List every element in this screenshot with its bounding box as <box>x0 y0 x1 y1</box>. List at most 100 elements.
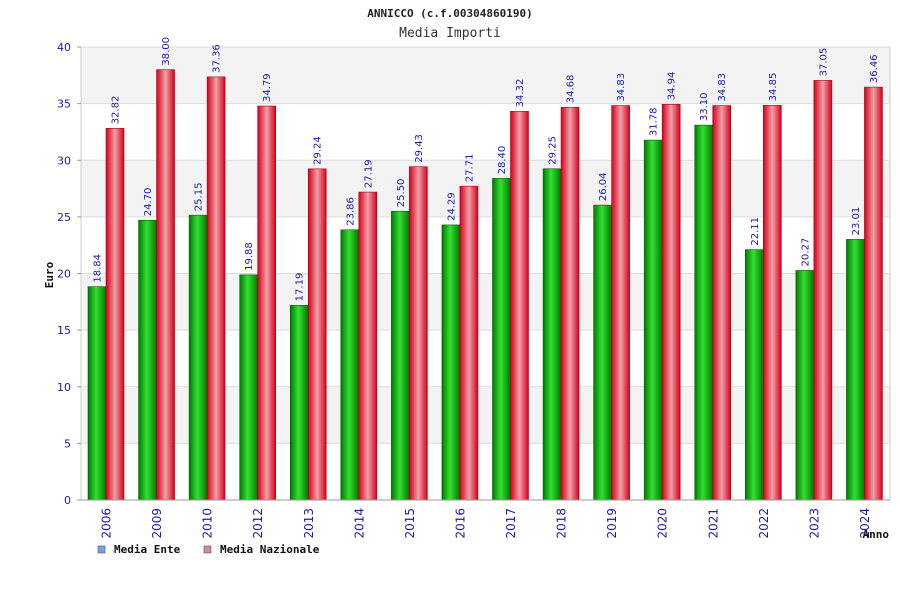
legend-label: Media Ente <box>114 543 181 556</box>
bar-value-label: 26.04 <box>598 172 609 201</box>
y-tick-label: 5 <box>64 437 71 450</box>
bar-media-ente <box>846 239 865 501</box>
bar-value-label: 37.05 <box>818 48 829 77</box>
x-tick-label: 2022 <box>757 508 771 539</box>
bar-media-ente <box>239 274 258 501</box>
x-tick-label: 2015 <box>403 508 417 539</box>
y-axis-ticks: 0 5 10 15 20 25 30 35 40 <box>57 41 81 507</box>
bar-media-ente <box>795 270 815 501</box>
bar-value-label: 34.32 <box>515 79 526 108</box>
legend: Media Ente Media Nazionale <box>97 543 320 556</box>
bar-media-nazionale <box>156 69 175 501</box>
bar-media-ente <box>87 286 107 501</box>
y-tick-label: 35 <box>57 98 71 111</box>
x-tick-label: 2016 <box>453 508 467 539</box>
legend-swatch <box>97 545 106 554</box>
bar-value-label: 29.25 <box>548 136 559 165</box>
bar-value-label: 34.79 <box>262 73 273 102</box>
x-axis-ticks: 2006 2009 2010 2012 2013 2014 2015 2016 2017 2018… <box>81 499 890 539</box>
bar-media-nazionale <box>611 105 630 501</box>
value-labels: 18.84 32.82 24.70 38.00 25.15 37.36 19.88 34.79… <box>93 37 880 301</box>
bar-media-ente <box>643 139 663 501</box>
bar-value-label: 38.00 <box>161 37 172 66</box>
x-tick-label: 2013 <box>302 508 316 539</box>
bar-value-label: 33.10 <box>699 93 710 122</box>
x-tick-label: 2023 <box>807 508 821 539</box>
bar-value-label: 34.68 <box>566 75 577 104</box>
bar-value-label: 22.11 <box>750 217 761 246</box>
bar-value-label: 29.43 <box>414 134 425 163</box>
bar-media-ente <box>340 229 360 501</box>
bar-value-label: 23.86 <box>345 197 356 226</box>
bar-value-label: 27.71 <box>464 154 475 183</box>
bar-value-label: 32.82 <box>111 96 122 125</box>
bar-value-label: 34.85 <box>768 73 779 102</box>
x-tick-label: 2006 <box>100 508 114 539</box>
bar-media-nazionale <box>307 168 327 501</box>
bar-media-nazionale <box>257 105 276 501</box>
bar-value-label: 31.78 <box>649 107 660 136</box>
bar-media-nazionale <box>813 80 833 501</box>
y-axis-label: Euro <box>43 261 56 288</box>
bar-media-ente <box>138 219 157 501</box>
x-tick-label: 2017 <box>504 508 518 539</box>
x-tick-label: 2009 <box>150 508 164 539</box>
y-tick-label: 40 <box>57 41 71 54</box>
bar-value-label: 37.36 <box>212 44 223 73</box>
bar-value-label: 34.94 <box>667 72 678 101</box>
bar-value-label: 24.70 <box>143 188 154 217</box>
bar-media-ente <box>391 210 410 501</box>
y-tick-label: 0 <box>64 494 71 507</box>
x-tick-label: 2018 <box>555 508 569 539</box>
bar-media-nazionale <box>560 106 580 501</box>
bar-value-label: 25.15 <box>194 183 205 212</box>
x-tick-label: 2020 <box>656 508 670 539</box>
x-axis-label: Anno <box>863 528 890 541</box>
bar-value-label: 23.01 <box>851 207 862 236</box>
bar-value-label: 17.19 <box>295 273 306 302</box>
bar-value-label: 18.84 <box>93 254 104 283</box>
bar-media-nazionale <box>763 105 782 501</box>
y-tick-label: 25 <box>57 211 71 224</box>
y-tick-label: 10 <box>57 381 71 394</box>
bar-media-ente <box>694 124 714 501</box>
x-tick-label: 2010 <box>201 508 215 539</box>
bar-media-nazionale <box>661 104 681 501</box>
x-tick-label: 2014 <box>352 508 366 539</box>
bar-value-label: 36.46 <box>869 54 880 83</box>
bar-value-label: 20.27 <box>800 238 811 267</box>
y-tick-label: 30 <box>57 154 71 167</box>
bar-value-label: 24.29 <box>446 192 457 221</box>
x-tick-label: 2019 <box>605 508 619 539</box>
chart-subtitle: Media Importi <box>399 26 501 41</box>
bar-media-ente <box>593 204 612 501</box>
bar-media-nazionale <box>358 191 378 501</box>
bar-media-nazionale <box>459 185 479 501</box>
y-tick-label: 20 <box>57 268 71 281</box>
bar-value-label: 19.88 <box>244 242 255 271</box>
bar-value-label: 34.83 <box>717 73 728 102</box>
bar-media-ente <box>745 249 764 501</box>
bars <box>87 69 883 501</box>
bar-value-label: 28.40 <box>497 146 508 175</box>
bar-media-nazionale <box>864 86 883 501</box>
legend-label: Media Nazionale <box>220 543 320 556</box>
chart-title: ANNICCO (c.f.00304860190) <box>367 7 533 20</box>
bar-value-label: 27.19 <box>363 159 374 188</box>
bar-value-label: 25.50 <box>396 179 407 208</box>
bar-value-label: 29.24 <box>313 136 324 165</box>
y-tick-label: 15 <box>57 324 71 337</box>
bar-media-nazionale <box>105 128 125 501</box>
bar-media-nazionale <box>409 166 428 501</box>
bar-media-ente <box>542 168 562 501</box>
x-tick-label: 2021 <box>706 508 720 539</box>
bar-media-nazionale <box>712 105 732 501</box>
bar-media-ente <box>441 224 461 501</box>
x-tick-label: 2024 <box>858 508 872 539</box>
bar-media-nazionale <box>510 111 529 501</box>
x-tick-label: 2012 <box>251 508 265 539</box>
bar-media-ente <box>289 305 309 501</box>
bar-value-label: 34.83 <box>616 73 627 102</box>
bar-media-ente <box>188 214 208 501</box>
